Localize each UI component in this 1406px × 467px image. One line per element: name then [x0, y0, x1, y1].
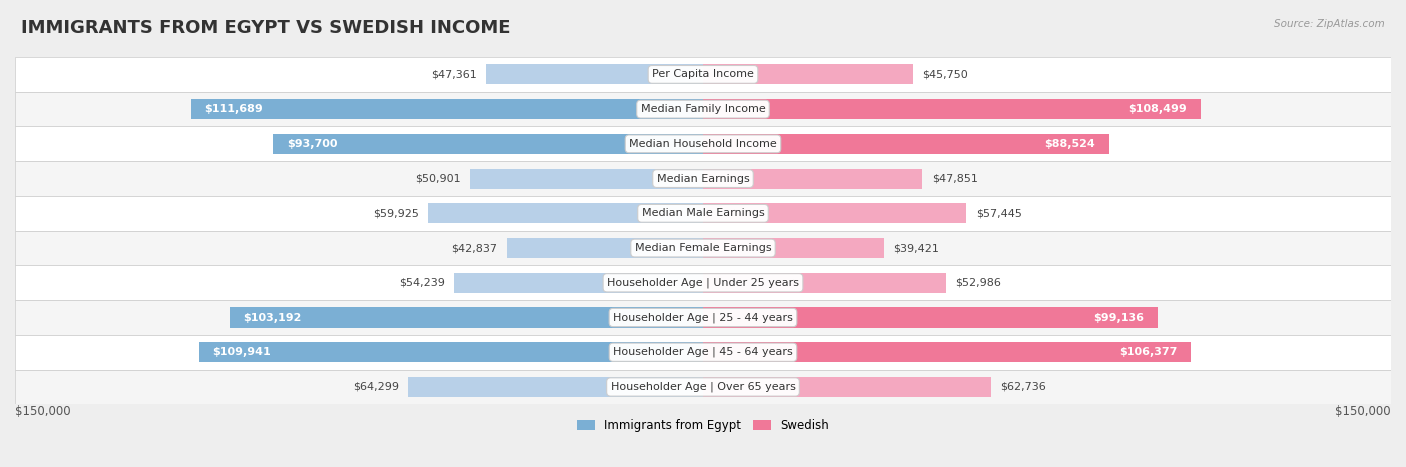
Text: Median Family Income: Median Family Income: [641, 104, 765, 114]
Text: $57,445: $57,445: [976, 208, 1022, 218]
Bar: [703, 342, 1191, 362]
Bar: [15, 231, 1391, 265]
Text: $39,421: $39,421: [893, 243, 939, 253]
Text: $52,986: $52,986: [955, 278, 1001, 288]
Text: $47,361: $47,361: [430, 70, 477, 79]
Bar: [273, 134, 703, 154]
Bar: [703, 99, 1201, 119]
Text: Householder Age | Over 65 years: Householder Age | Over 65 years: [610, 382, 796, 392]
Bar: [15, 369, 1391, 404]
Text: Per Capita Income: Per Capita Income: [652, 70, 754, 79]
Bar: [15, 300, 1391, 335]
Bar: [15, 265, 1391, 300]
Text: $109,941: $109,941: [212, 347, 271, 357]
Text: Median Female Earnings: Median Female Earnings: [634, 243, 772, 253]
Bar: [15, 57, 1391, 92]
Bar: [506, 238, 703, 258]
Bar: [15, 196, 1391, 231]
Text: $54,239: $54,239: [399, 278, 446, 288]
Text: $62,736: $62,736: [1000, 382, 1046, 392]
Bar: [703, 238, 884, 258]
Bar: [703, 377, 991, 397]
Text: $45,750: $45,750: [922, 70, 967, 79]
Text: $47,851: $47,851: [932, 174, 977, 184]
Bar: [408, 377, 703, 397]
Text: $150,000: $150,000: [15, 405, 70, 418]
Text: $64,299: $64,299: [353, 382, 399, 392]
Text: Median Earnings: Median Earnings: [657, 174, 749, 184]
Text: $150,000: $150,000: [1336, 405, 1391, 418]
Bar: [15, 92, 1391, 127]
Bar: [703, 134, 1109, 154]
Text: $108,499: $108,499: [1128, 104, 1187, 114]
Text: $93,700: $93,700: [287, 139, 337, 149]
Bar: [485, 64, 703, 85]
Bar: [15, 127, 1391, 161]
Text: $50,901: $50,901: [415, 174, 460, 184]
Bar: [454, 273, 703, 293]
Text: IMMIGRANTS FROM EGYPT VS SWEDISH INCOME: IMMIGRANTS FROM EGYPT VS SWEDISH INCOME: [21, 19, 510, 37]
Bar: [703, 169, 922, 189]
Text: $103,192: $103,192: [243, 312, 302, 323]
Text: $88,524: $88,524: [1045, 139, 1095, 149]
Text: $99,136: $99,136: [1092, 312, 1144, 323]
Bar: [191, 99, 703, 119]
Bar: [703, 203, 966, 223]
Bar: [229, 307, 703, 327]
Text: Householder Age | Under 25 years: Householder Age | Under 25 years: [607, 277, 799, 288]
Bar: [703, 273, 946, 293]
Text: Householder Age | 25 - 44 years: Householder Age | 25 - 44 years: [613, 312, 793, 323]
Bar: [703, 307, 1157, 327]
Bar: [15, 335, 1391, 369]
Text: $111,689: $111,689: [204, 104, 263, 114]
Text: $42,837: $42,837: [451, 243, 498, 253]
Bar: [470, 169, 703, 189]
Bar: [198, 342, 703, 362]
Text: Median Male Earnings: Median Male Earnings: [641, 208, 765, 218]
Bar: [15, 161, 1391, 196]
Text: $106,377: $106,377: [1119, 347, 1177, 357]
Legend: Immigrants from Egypt, Swedish: Immigrants from Egypt, Swedish: [572, 414, 834, 437]
Text: Householder Age | 45 - 64 years: Householder Age | 45 - 64 years: [613, 347, 793, 358]
Text: $59,925: $59,925: [373, 208, 419, 218]
Bar: [703, 64, 912, 85]
Bar: [429, 203, 703, 223]
Text: Median Household Income: Median Household Income: [628, 139, 778, 149]
Text: Source: ZipAtlas.com: Source: ZipAtlas.com: [1274, 19, 1385, 28]
